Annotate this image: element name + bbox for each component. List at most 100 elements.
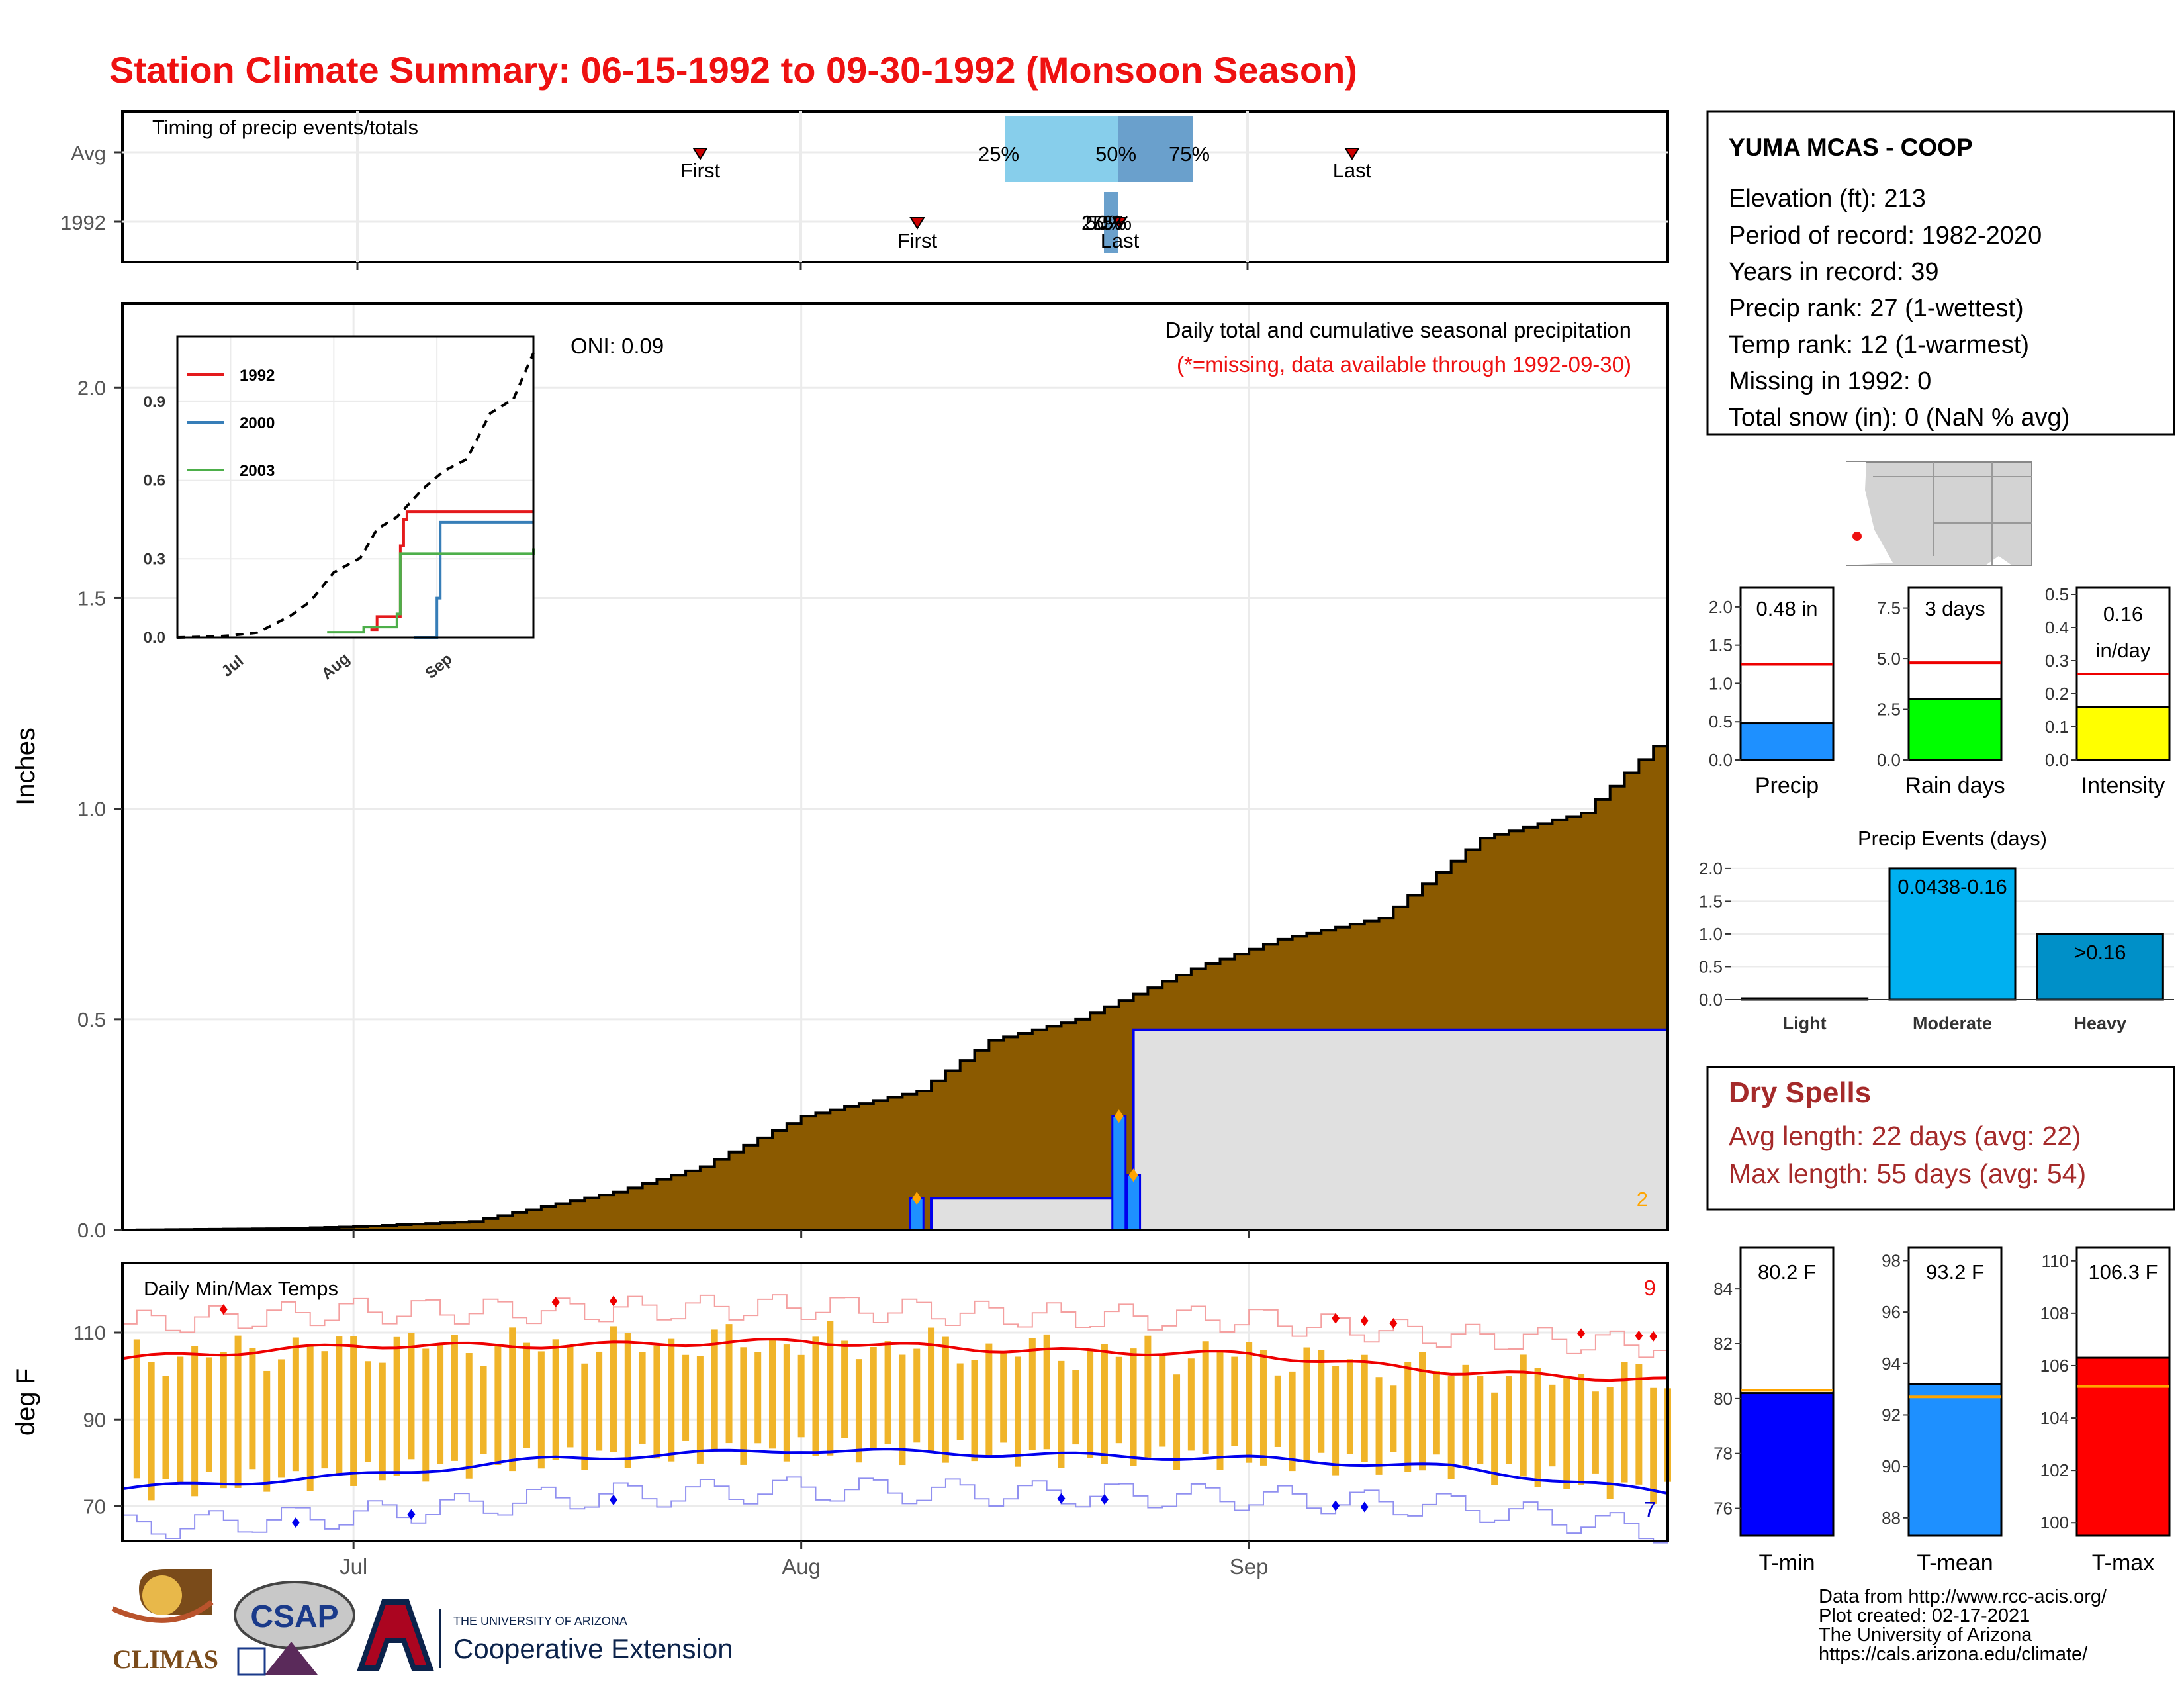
- temperature-summary-bars: 76 78 80 82 84 80.2 F T-min 88 90 92 94 96 98 93.2 F T…: [1713, 1246, 2171, 1575]
- record-high-marker: [1360, 1315, 1369, 1327]
- record-low-marker: [291, 1517, 300, 1528]
- tick-label: 0.5: [2045, 585, 2069, 604]
- tick-label: 96: [1882, 1302, 1901, 1322]
- daily-temp-bar: [1000, 1350, 1007, 1443]
- tick-label: 0.0: [2045, 750, 2069, 770]
- inset-legend: 1992 2000 2003: [187, 367, 275, 480]
- daily-precip-bar: [1126, 1174, 1142, 1231]
- daily-temp-bar: [596, 1351, 603, 1451]
- daily-temp-bar: [1491, 1392, 1498, 1485]
- tick-label: 106: [2040, 1356, 2069, 1376]
- daily-temp-bar: [1390, 1385, 1397, 1452]
- daily-temp-bar: [812, 1336, 819, 1456]
- daily-temp-bar: [668, 1338, 675, 1462]
- daily-temp-bar: [494, 1344, 502, 1465]
- daily-temp-bar: [437, 1344, 444, 1464]
- tick-label: 94: [1882, 1354, 1901, 1374]
- inset-series-2003: [327, 548, 535, 634]
- raindays-label: Rain days: [1905, 773, 2005, 798]
- tick-label: 88: [1882, 1508, 1901, 1528]
- daily-temp-bar: [696, 1356, 704, 1464]
- daily-temp-bar: [1187, 1358, 1195, 1451]
- daily-temp-bar: [928, 1327, 935, 1453]
- daily-temp-bar: [956, 1363, 964, 1440]
- daily-temp-bar: [336, 1336, 343, 1476]
- daily-temp-bar: [1303, 1347, 1310, 1460]
- daily-temp-bar: [1346, 1359, 1353, 1454]
- daily-temp-bar: [263, 1370, 271, 1492]
- daily-temp-bar: [1635, 1364, 1643, 1485]
- inset-y-label: 0.3: [144, 550, 165, 568]
- daily-temp-bar: [408, 1333, 415, 1460]
- tick-label: 0.4: [2045, 618, 2069, 637]
- tick-label: 2.5: [1877, 700, 1901, 720]
- dry-spells-title: Dry Spells: [1729, 1076, 1871, 1109]
- intensity-bar: [2075, 706, 2171, 761]
- tick-label: 92: [1882, 1405, 1901, 1425]
- daily-temp-bar: [1447, 1376, 1455, 1479]
- tick-label: 104: [2040, 1408, 2069, 1428]
- daily-temp-bar: [1289, 1371, 1296, 1472]
- daily-temp-bar: [1505, 1376, 1512, 1464]
- station-line-4: Precip rank: 27 (1-wettest): [1729, 295, 2024, 322]
- record-low-marker: [1057, 1493, 1066, 1504]
- tmax-bar: [2075, 1356, 2171, 1537]
- daily-temp-bar: [1375, 1377, 1383, 1475]
- y-tick-label: 110: [73, 1321, 106, 1344]
- avg-quartile-high-box: [1118, 116, 1193, 182]
- record-high-marker: [609, 1295, 617, 1307]
- tick-label: 102: [2040, 1460, 2069, 1480]
- daily-temp-bar: [711, 1329, 718, 1452]
- tmax-label: T-max: [2092, 1550, 2154, 1575]
- yr-first-label: First: [897, 229, 938, 252]
- avg-max-line: [122, 1338, 1668, 1382]
- daily-temp-bar: [1621, 1362, 1628, 1483]
- tick-label: 0.2: [2045, 684, 2069, 704]
- daily-temp-bar: [1433, 1370, 1440, 1455]
- daily-temp-bar: [393, 1336, 400, 1476]
- daily-temp-bar: [783, 1344, 790, 1462]
- avg-p25-label: 25%: [978, 142, 1019, 165]
- daily-temp-bar: [740, 1347, 747, 1465]
- climas-text: CLIMAS: [113, 1644, 218, 1674]
- tick-label: 80: [1713, 1389, 1733, 1409]
- daily-temp-bar: [797, 1354, 805, 1438]
- credits: Data from http://www.rcc-acis.org/ Plot …: [1819, 1586, 2107, 1665]
- daily-temp-bar: [1259, 1350, 1267, 1466]
- daily-temp-bar: [1520, 1354, 1527, 1477]
- station-line-3: Years in record: 39: [1729, 258, 1939, 286]
- daily-temp-bar: [278, 1359, 285, 1478]
- daily-temp-bar: [1072, 1370, 1079, 1445]
- inset-y-label: 0.0: [144, 629, 165, 647]
- event-category-label: Light: [1783, 1013, 1827, 1033]
- tmax-value: 106.3 F: [2088, 1260, 2158, 1284]
- daily-temp-bar: [769, 1338, 776, 1449]
- daily-temp-bar: [1563, 1376, 1570, 1489]
- daily-temp-bar: [523, 1342, 531, 1448]
- event-category-label: Heavy: [2074, 1013, 2127, 1033]
- avg-p50-label: 50%: [1095, 142, 1136, 165]
- station-name: YUMA MCAS - COOP: [1729, 134, 1973, 161]
- daily-temp-bar: [249, 1348, 256, 1470]
- daily-temp-bar: [754, 1352, 762, 1444]
- daily-temp-bar: [725, 1324, 733, 1444]
- yr-pct-label-2: 50%: [1085, 211, 1126, 234]
- tmean-label: T-mean: [1917, 1550, 1993, 1575]
- daily-temp-bar: [913, 1348, 921, 1443]
- tick-label: 76: [1713, 1499, 1733, 1519]
- y-tick-label: 0.0: [77, 1219, 106, 1242]
- daily-temp-bar: [567, 1344, 574, 1448]
- daily-temp-bar: [1477, 1376, 1484, 1464]
- credit-line-1: Data from http://www.rcc-acis.org/: [1819, 1586, 2107, 1607]
- tmin-label: T-min: [1759, 1550, 1815, 1575]
- record-low-marker: [1100, 1494, 1109, 1505]
- avg-quartile-low-box: [1005, 116, 1118, 182]
- intensity-value: 0.16: [2103, 602, 2143, 626]
- daily-temp-bar: [639, 1352, 646, 1444]
- credit-line-2: Plot created: 02-17-2021: [1819, 1605, 2030, 1626]
- daily-temp-bar: [1246, 1342, 1253, 1463]
- daily-temp-bar: [148, 1362, 155, 1501]
- daily-temp-bar: [191, 1346, 199, 1497]
- csap-text: CSAP: [250, 1599, 338, 1634]
- event-bar-label: 0.0438-0.16: [1897, 875, 2007, 898]
